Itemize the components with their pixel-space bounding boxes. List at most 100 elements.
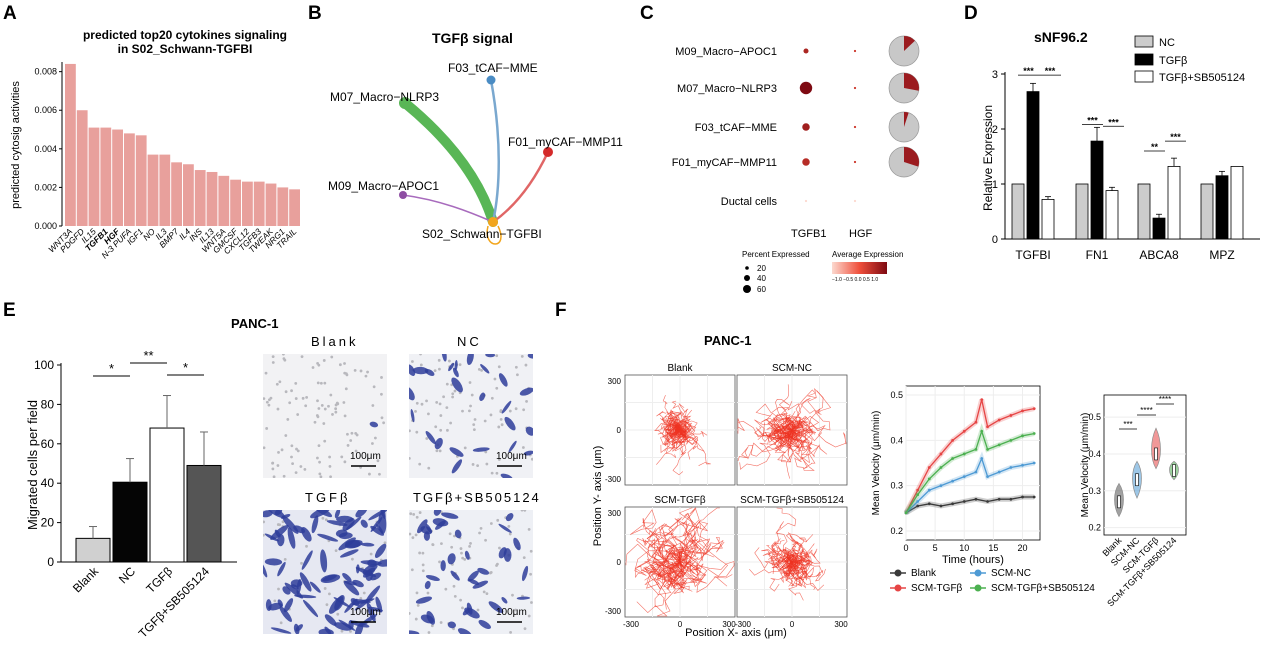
pore [294, 397, 298, 400]
pore [317, 444, 321, 448]
pore [435, 400, 439, 404]
pore [368, 472, 371, 476]
pore [446, 428, 449, 432]
migrated-cell [440, 560, 446, 572]
pore [276, 464, 280, 467]
legend-label: SCM-TGFβ [911, 583, 963, 594]
bar-mpz-0 [1200, 183, 1214, 240]
cell-track [791, 534, 814, 567]
edge-m09-s02 [402, 194, 494, 223]
edge-m07-s02 [400, 98, 498, 227]
sig-label: *** [1123, 420, 1132, 429]
migrated-cell [270, 524, 289, 540]
migrated-cell [505, 513, 514, 522]
bar-abca8-0 [1137, 183, 1151, 240]
bar-trail [289, 189, 300, 226]
legend-size-40: 40 [757, 274, 766, 283]
data-point [1021, 495, 1024, 499]
pore [290, 444, 294, 448]
pie-slice [904, 112, 909, 127]
pore [442, 395, 445, 399]
migrated-cell [340, 549, 359, 558]
cell-track [768, 555, 793, 576]
pore [524, 363, 528, 367]
pore [421, 569, 425, 573]
pore [433, 369, 437, 373]
cell-track [635, 543, 688, 578]
migrated-cell [377, 559, 387, 567]
panel-label-c: C [640, 3, 654, 24]
node-f01 [543, 147, 553, 157]
pore [419, 354, 422, 356]
pore [484, 538, 487, 542]
migrated-cell [264, 558, 283, 566]
panel-label-e: E [3, 300, 16, 321]
legend-color-ticks: −1.0 −0.5 0.0 0.5 1.0 [832, 277, 878, 283]
pore [438, 560, 441, 564]
pore [435, 449, 439, 453]
pore [315, 414, 319, 417]
cell-track [772, 554, 793, 575]
x-tick-label: TGFβ [143, 564, 175, 596]
data-point [1021, 463, 1024, 467]
cell-track [778, 384, 800, 433]
pore [277, 450, 280, 454]
data-point [962, 452, 966, 456]
bar-tgfbi-0 [1011, 183, 1025, 240]
pore [415, 401, 419, 405]
pore [264, 371, 268, 375]
pore [463, 558, 467, 561]
bar-abca8-2 [1167, 165, 1181, 240]
pore [275, 382, 279, 386]
pore [322, 422, 326, 425]
panel-a-title: predicted top20 cytokines signaling in S… [40, 28, 330, 56]
sig-label: *** [1045, 66, 1056, 76]
data-point [986, 425, 989, 429]
migrated-cell [334, 622, 352, 631]
migrated-cell [472, 447, 490, 452]
bar-fn1-0 [1075, 183, 1089, 240]
pore [301, 396, 305, 400]
pore [300, 355, 304, 359]
migrated-cell [478, 619, 491, 630]
pore [321, 516, 325, 520]
y-tick-label: 300 [608, 377, 622, 386]
node-label-f03: F03_tCAF−MME [448, 61, 538, 75]
cell-track [666, 400, 684, 437]
pore [438, 367, 441, 371]
legend-label: TGFβ+SB505124 [1159, 72, 1245, 84]
bar-n-3-pufa [124, 133, 135, 226]
migrated-cell [485, 354, 496, 358]
y-tick-label: 1 [992, 179, 998, 191]
data-point [980, 457, 984, 460]
pore [291, 462, 294, 466]
migrated-cell [521, 565, 529, 582]
cell-track [786, 549, 800, 574]
panel-label-a: A [3, 3, 17, 24]
migrated-cell [309, 581, 321, 593]
y-tick-label: 0.2 [1088, 523, 1101, 533]
pore [271, 355, 275, 359]
migrated-cell [435, 520, 446, 530]
migrated-cell [462, 608, 470, 616]
migrated-cell [378, 511, 387, 535]
bar-2 [149, 427, 185, 563]
migrated-cell [277, 561, 286, 577]
migrated-cell [426, 611, 436, 625]
dot-tgfb1 [799, 81, 813, 95]
edge-f01-s02 [492, 151, 550, 224]
y-tick-label: 0.006 [34, 105, 57, 115]
bar-wnt3a [65, 63, 76, 226]
data-point [1032, 495, 1036, 499]
pore [427, 466, 431, 470]
pore [476, 464, 480, 468]
pore [431, 543, 435, 546]
migrated-cell [441, 512, 459, 519]
migrated-cell [441, 354, 447, 362]
pore [523, 627, 527, 631]
migrated-cell [302, 599, 319, 618]
pore [345, 373, 349, 377]
x-tick-label: ABCA8 [1139, 248, 1179, 262]
pore [439, 428, 443, 432]
migrated-cell [454, 360, 458, 371]
